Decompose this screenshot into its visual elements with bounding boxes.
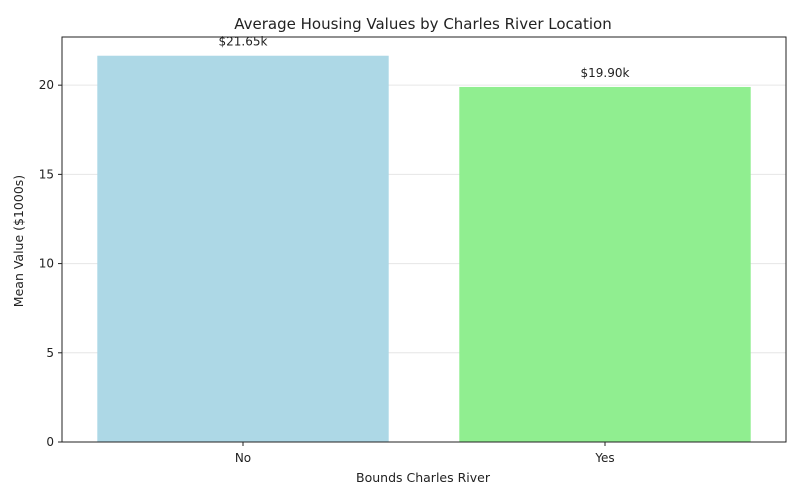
chart-title: Average Housing Values by Charles River … [234,15,611,33]
x-axis-label: Bounds Charles River [356,470,491,485]
bars [97,55,751,443]
data-labels: $21.65k $19.90k [219,35,630,80]
plot-frame [61,36,787,443]
y-tick-label: 20 [39,78,54,92]
x-tick-label: Yes [594,451,614,465]
y-tick-label: 5 [46,346,54,360]
y-axis-ticks: 0 5 10 15 20 [39,78,62,449]
bar-yes [459,86,751,443]
data-label-yes: $19.90k [581,66,630,80]
data-label-no: $21.65k [219,35,268,49]
y-axis-label: Mean Value ($1000s) [11,175,26,307]
y-tick-label: 15 [39,167,54,181]
y-tick-label: 10 [39,257,54,271]
bar-no [97,55,389,442]
y-tick-label: 0 [46,435,54,449]
x-tick-label: No [235,451,251,465]
x-axis-ticks: No Yes [235,442,615,465]
